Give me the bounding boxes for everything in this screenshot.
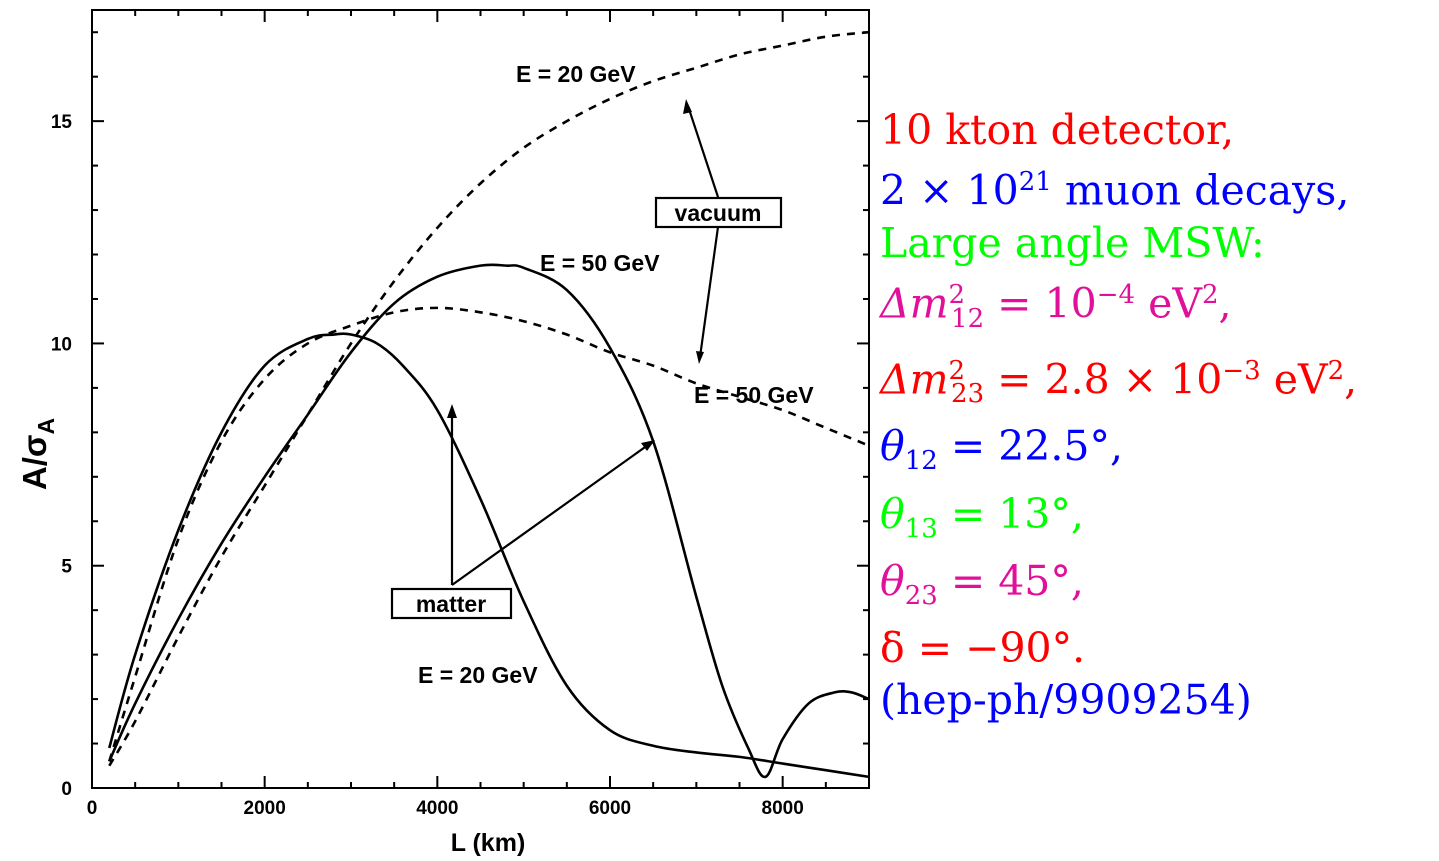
param-muon-decays: 2 × 1021 muon decays, bbox=[880, 166, 1350, 215]
chart: 0 2000 4000 6000 8000 0 5 10 15 E = 20 GeV E = 5… bbox=[16, 9, 870, 857]
param-dm12: Δm212 = 10−4 eV2, bbox=[880, 279, 1232, 334]
arrowhead-vacuum-up bbox=[683, 99, 692, 114]
arrowhead-matter-up bbox=[447, 404, 457, 418]
x-tick-label: 8000 bbox=[762, 798, 804, 819]
vacuum-box bbox=[654, 196, 783, 229]
parameter-list: 10 kton detector, 2 × 1021 muon decays, … bbox=[880, 104, 1357, 726]
arrowhead-vacuum-down bbox=[696, 351, 704, 364]
arrow-vacuum-up bbox=[686, 105, 720, 198]
matter-box-label: matter bbox=[416, 591, 486, 617]
arrowhead-matter-right bbox=[641, 440, 655, 451]
y-tick-label: 15 bbox=[51, 112, 73, 133]
param-msw: Large angle MSW: bbox=[880, 218, 1265, 267]
param-theta13: θ13 = 13°, bbox=[880, 489, 1084, 544]
y-axis-label: A/σA bbox=[16, 418, 59, 490]
series-line-3 bbox=[108, 263, 870, 779]
vacuum-box-label: vacuum bbox=[675, 200, 762, 226]
y-tick-label: 5 bbox=[61, 557, 72, 578]
arrow-heads bbox=[447, 99, 704, 451]
y-tick-label: 10 bbox=[51, 334, 72, 355]
label-vacuum-50gev: E = 50 GeV bbox=[540, 250, 660, 276]
param-detector: 10 kton detector, bbox=[880, 106, 1235, 154]
series-line-1 bbox=[108, 332, 870, 779]
series-layer bbox=[108, 30, 870, 779]
label-matter-20gev: E = 20 GeV bbox=[418, 662, 538, 688]
x-tick-label: 0 bbox=[87, 798, 98, 819]
arrow-vacuum-down bbox=[698, 226, 720, 358]
tick-labels: 0 2000 4000 6000 8000 0 5 10 15 bbox=[51, 112, 804, 819]
param-dm23: Δm223 = 2.8 × 10−3 eV2, bbox=[880, 355, 1358, 410]
matter-box bbox=[390, 587, 513, 620]
x-axis-label: L (km) bbox=[451, 829, 526, 857]
series-line-2 bbox=[108, 306, 870, 762]
label-dashed-50gev: E = 50 GeV bbox=[694, 382, 814, 408]
label-vacuum-20gev: E = 20 GeV bbox=[516, 61, 636, 87]
param-theta23: θ23 = 45°, bbox=[880, 556, 1084, 611]
arrow-matter-right bbox=[451, 444, 649, 586]
x-tick-label: 2000 bbox=[244, 798, 286, 819]
y-tick-label: 0 bbox=[61, 779, 72, 800]
x-tick-label: 4000 bbox=[416, 798, 458, 819]
series-line-4 bbox=[108, 30, 870, 767]
x-tick-label: 6000 bbox=[589, 798, 631, 819]
param-delta: δ = −90°. bbox=[880, 623, 1086, 672]
param-theta12: θ12 = 22.5°, bbox=[880, 422, 1124, 477]
annotation-arrows bbox=[450, 105, 720, 586]
param-reference: (hep-ph/9909254) bbox=[880, 675, 1252, 724]
